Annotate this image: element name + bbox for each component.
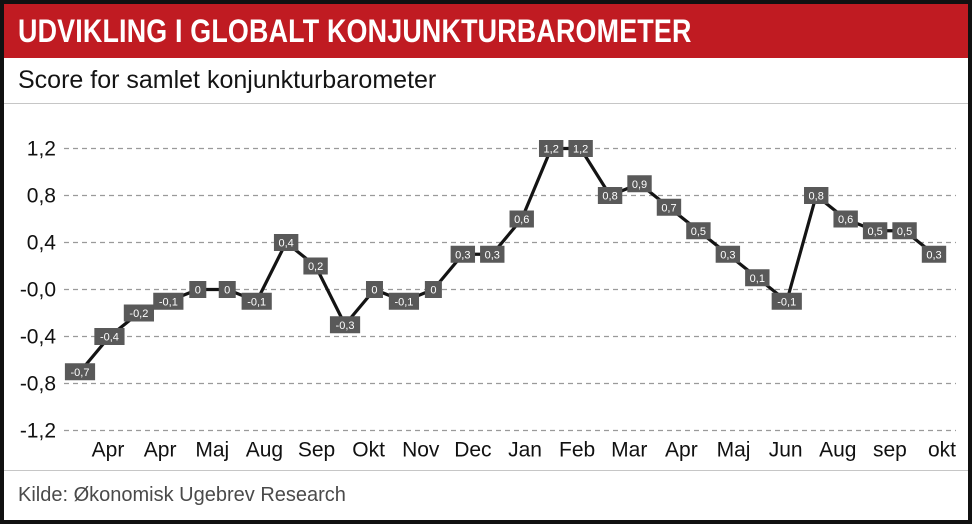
- y-axis-tick-label: 0,4: [27, 232, 57, 255]
- x-axis-tick-label: Maj: [195, 439, 229, 462]
- data-point-label-box: [94, 328, 125, 345]
- data-point-label: -0,1: [247, 296, 266, 308]
- data-point-label: 0: [371, 285, 377, 297]
- data-point-label: -0,3: [336, 320, 355, 332]
- data-point-label: 1,2: [573, 144, 588, 156]
- y-axis-tick-label: -1,2: [20, 420, 56, 443]
- data-point-label: -0,1: [159, 296, 178, 308]
- data-point-label: -0,1: [777, 296, 796, 308]
- chart-subtitle: Score for samlet konjunkturbarometer: [4, 58, 968, 104]
- data-point-label-box: [365, 281, 383, 298]
- data-point-label: 0,8: [809, 191, 824, 203]
- data-point-label-box: [189, 281, 207, 298]
- x-axis-tick-label: Apr: [665, 439, 698, 462]
- data-point-label-box: [241, 292, 272, 310]
- data-point-label-box: [627, 175, 652, 193]
- data-point-label: 0,5: [691, 226, 706, 238]
- data-point-label-box: [804, 187, 829, 204]
- data-point-label-box: [424, 281, 442, 298]
- source-note: Kilde: Økonomisk Ugebrev Research: [4, 470, 968, 520]
- data-point-label-box: [64, 363, 96, 381]
- data-point-label-box: [771, 292, 802, 310]
- data-point-label-box: [303, 257, 328, 275]
- data-point-label-box: [273, 234, 299, 251]
- page-title: UDVIKLING I GLOBALT KONJUNKTURBAROMETER: [18, 12, 692, 49]
- data-point-label: 0,3: [720, 249, 735, 261]
- data-point-label-box: [480, 245, 505, 263]
- data-point-label: 0,2: [308, 261, 323, 273]
- data-point-label: 0,8: [602, 191, 617, 203]
- data-point-label: 0,3: [926, 249, 941, 261]
- data-point-label-box: [123, 304, 154, 322]
- data-point-label: 0,5: [867, 226, 882, 238]
- chart-svg: 1,2 0,8 0,4 -0,0 -0,4 -0,8 -1,2 -0,7 -0,4 -0,2 -0,…: [4, 104, 968, 470]
- y-axis-tick-label: -0,8: [20, 373, 56, 396]
- data-point-label: 0,6: [838, 214, 853, 226]
- x-axis-tick-label: Okt: [352, 439, 385, 462]
- x-axis-tick-label: Maj: [717, 439, 751, 462]
- data-point-label: 0: [224, 285, 230, 297]
- data-point-label-box: [715, 245, 741, 263]
- data-point-label-box: [509, 210, 534, 228]
- data-point-label: -0,7: [71, 367, 90, 379]
- x-axis-tick-label: Aug: [246, 439, 283, 462]
- data-point-label: 0,1: [750, 273, 765, 285]
- data-point-label-box: [656, 198, 682, 216]
- data-point-label-box: [862, 222, 888, 240]
- data-point-label-box: [153, 292, 184, 310]
- data-point-label-box: [388, 292, 420, 310]
- data-point-label-box: [597, 187, 623, 204]
- data-point-label: 1,2: [544, 144, 559, 156]
- y-axis-tick-label: -0,0: [20, 279, 56, 302]
- data-point-label: -0,4: [100, 332, 119, 344]
- header-bar: UDVIKLING I GLOBALT KONJUNKTURBAROMETER: [4, 4, 968, 58]
- data-point-label: 0,4: [278, 238, 293, 250]
- data-point-label: 0,3: [455, 249, 470, 261]
- data-point-label-box: [450, 245, 476, 263]
- y-axis-tick-label: 0,8: [27, 185, 56, 208]
- x-axis-tick-label: Apr: [144, 439, 177, 462]
- data-point-label: 0,6: [514, 214, 529, 226]
- data-point-label: -0,2: [129, 308, 148, 320]
- data-point-label-box: [921, 245, 947, 263]
- x-axis-tick-label: Jun: [769, 439, 803, 462]
- x-axis-tick-label: Mar: [611, 439, 647, 462]
- x-axis-tick-label: okt: [928, 439, 956, 462]
- data-point-label-box: [568, 140, 593, 157]
- data-point-label: 0,7: [661, 202, 676, 214]
- data-point-label: 0,9: [632, 179, 647, 191]
- data-point-label-box: [218, 281, 236, 298]
- data-point-label-box: [833, 210, 858, 228]
- data-point-label: 0,5: [897, 226, 912, 238]
- x-axis-tick-label: sep: [873, 439, 907, 462]
- x-axis-tick-label: Aug: [819, 439, 856, 462]
- data-point-label-box: [538, 140, 564, 157]
- data-point-label-box: [892, 222, 917, 240]
- y-axis-tick-label: -0,4: [20, 326, 57, 349]
- data-point-label: -0,1: [394, 296, 413, 308]
- y-axis-tick-label: 1,2: [27, 138, 56, 161]
- x-axis-tick-label: Feb: [559, 439, 595, 462]
- x-axis-tick-label: Apr: [92, 439, 125, 462]
- trend-line: [78, 146, 936, 374]
- x-axis-tick-label: Jan: [508, 439, 542, 462]
- data-point-label-box: [329, 316, 361, 334]
- data-point-label: 0,3: [485, 249, 500, 261]
- data-point-label: 0: [195, 285, 201, 297]
- x-axis-tick-label: Dec: [454, 439, 491, 462]
- x-axis-tick-label: Sep: [298, 439, 335, 462]
- data-point-label: 0: [430, 285, 436, 297]
- data-point-label-box: [686, 222, 711, 240]
- data-point-label-box: [745, 269, 770, 287]
- x-axis-tick-label: Nov: [402, 439, 440, 462]
